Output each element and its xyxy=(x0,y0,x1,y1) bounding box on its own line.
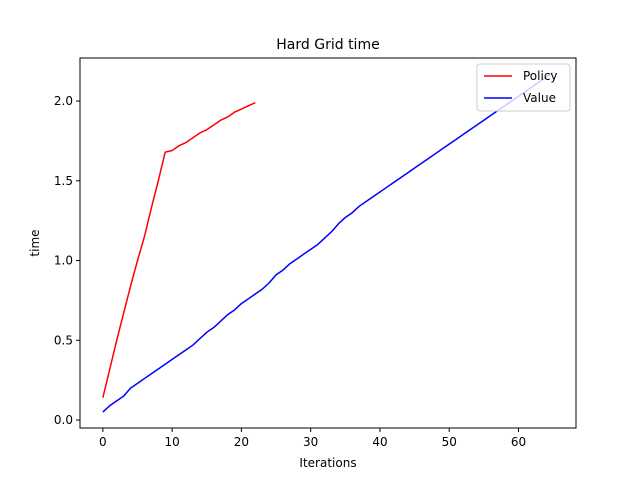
legend-label-value: Value xyxy=(523,91,556,105)
legend: Policy Value xyxy=(476,63,571,112)
x-tick-label: 10 xyxy=(164,435,179,449)
y-tick-label: 0.5 xyxy=(54,333,73,347)
legend-label-policy: Policy xyxy=(523,69,558,83)
x-tick-label: 40 xyxy=(372,435,387,449)
series-layer xyxy=(102,71,554,413)
axes-frame xyxy=(79,57,577,429)
x-axis-ticks: 0 10 20 30 40 50 60 xyxy=(99,428,526,449)
x-tick-label: 30 xyxy=(303,435,318,449)
plot-area: 0 10 20 30 40 50 60 0.0 0.5 1.0 1.5 2.0 xyxy=(54,57,577,449)
y-tick-label: 1.0 xyxy=(54,254,73,268)
series-line-value xyxy=(102,71,554,413)
x-tick-label: 0 xyxy=(99,435,107,449)
x-tick-label: 20 xyxy=(234,435,249,449)
y-tick-label: 1.5 xyxy=(54,174,73,188)
y-axis-ticks: 0.0 0.5 1.0 1.5 2.0 xyxy=(54,94,80,427)
y-tick-label: 0.0 xyxy=(54,413,73,427)
y-axis-label: time xyxy=(28,229,42,256)
x-axis-label: Iterations xyxy=(299,456,356,470)
series-line-policy xyxy=(102,101,256,398)
x-tick-label: 60 xyxy=(511,435,526,449)
y-tick-label: 2.0 xyxy=(54,94,73,108)
x-tick-label: 50 xyxy=(442,435,457,449)
chart-title: Hard Grid time xyxy=(276,37,379,53)
